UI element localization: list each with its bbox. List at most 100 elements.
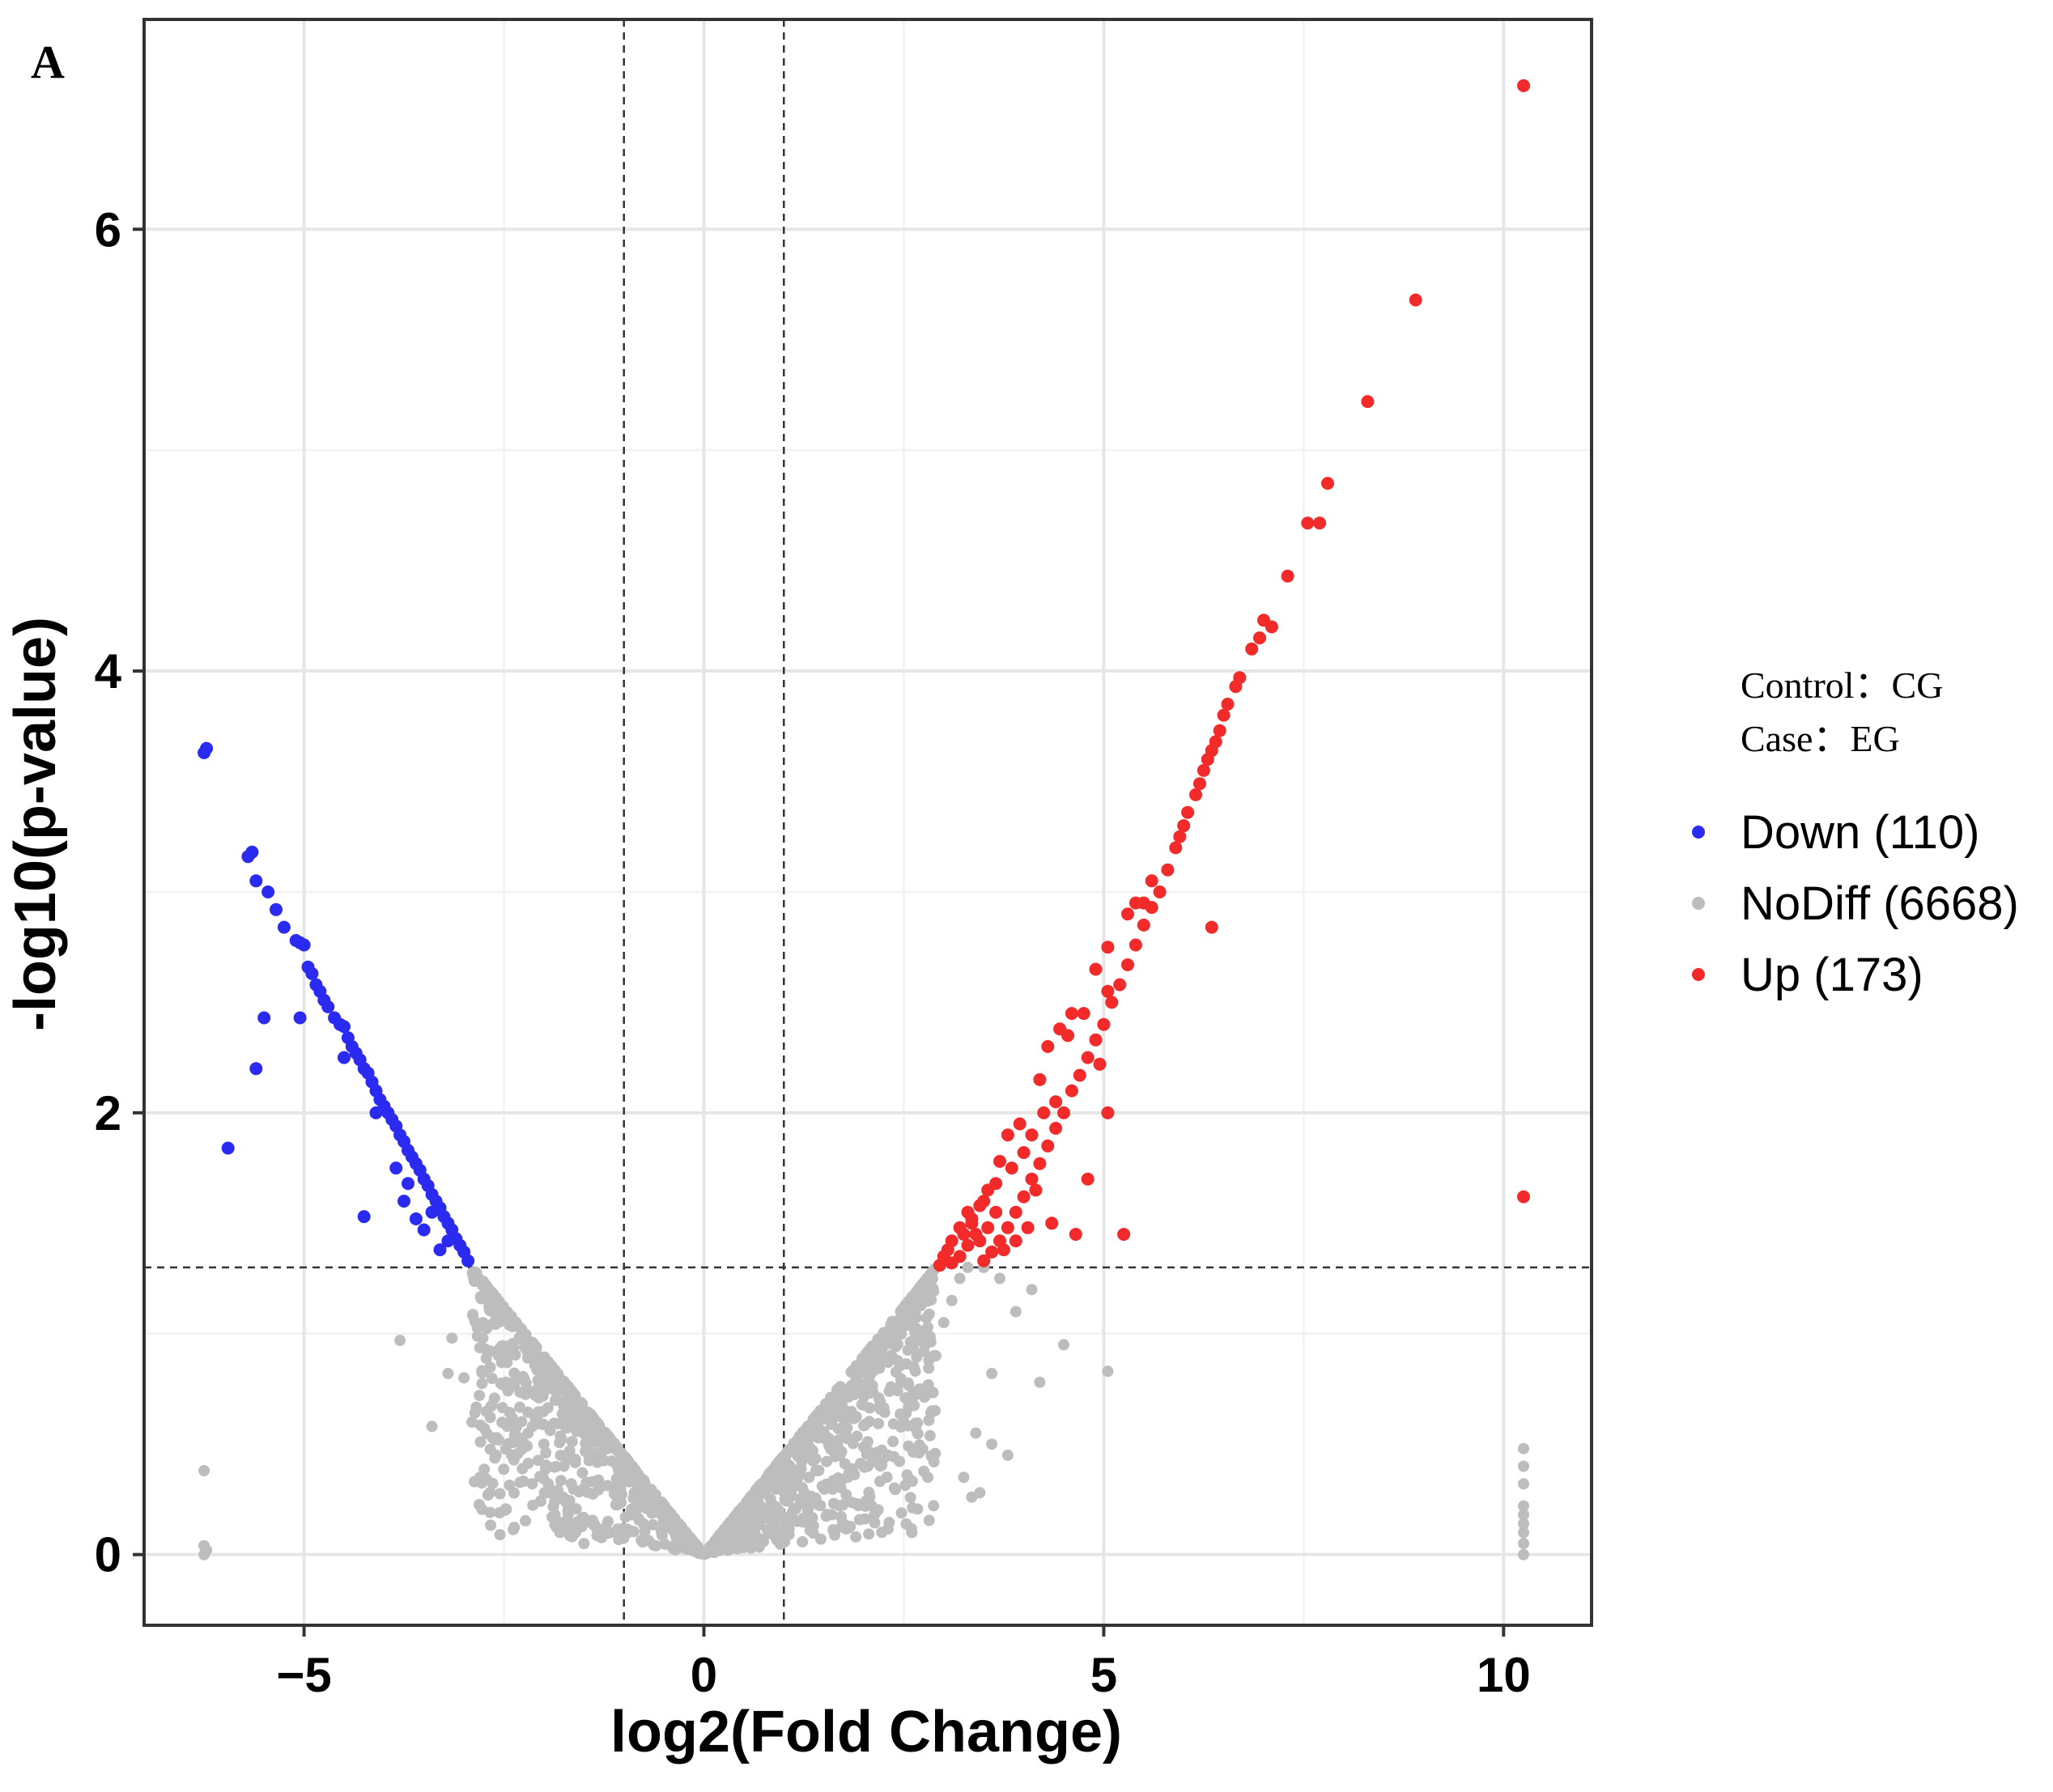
nodiff-point [885,1381,897,1393]
data-points [198,79,1530,1561]
down-point [249,1062,263,1076]
up-point [1113,978,1127,992]
nodiff-point [566,1436,578,1448]
nodiff-point [602,1515,614,1527]
nodiff-point [738,1533,750,1545]
nodiff-point [900,1408,912,1420]
down-point [397,1195,410,1208]
nodiff-point [866,1340,878,1352]
nodiff-point [855,1378,866,1391]
up-point [1313,516,1327,530]
nodiff-point [852,1500,865,1512]
up-point [1301,516,1315,530]
nodiff-point [818,1402,831,1414]
up-point [993,1154,1006,1168]
nodiff-point [958,1471,970,1484]
up-point [1137,918,1150,932]
nodiff-point [807,1527,819,1539]
nodiff-point [485,1519,497,1531]
nodiff-point [788,1440,801,1452]
up-point [1229,680,1243,694]
nodiff-point [489,1293,501,1304]
nodiff-point [494,1529,506,1541]
nodiff-point [923,1308,935,1320]
nodiff-point [930,1350,941,1362]
nodiff-point [508,1522,521,1533]
up-point [1173,830,1187,843]
nodiff-point [604,1527,616,1539]
nodiff-point [591,1530,603,1541]
up-point [1517,79,1530,92]
nodiff-point [890,1366,902,1378]
nodiff-point [555,1475,567,1487]
nodiff-point [808,1413,820,1425]
up-point [1201,753,1214,766]
nodiff-point [555,1433,567,1445]
down-point [249,874,263,888]
nodiff-point [665,1508,677,1520]
nodiff-point [753,1482,765,1494]
nodiff-point [474,1471,486,1484]
nodiff-point [608,1437,620,1450]
nodiff-point [836,1517,848,1529]
nodiff-point [906,1476,918,1487]
y-axis-title: -log10(p-value) [3,617,68,1031]
nodiff-point [814,1533,827,1545]
up-point [1265,620,1278,634]
nodiff-point [466,1416,478,1428]
nodiff-point [821,1455,833,1467]
nodiff-point [568,1394,580,1405]
nodiff-point [962,1261,974,1273]
nodiff-point [873,1417,885,1429]
nodiff-point [610,1490,623,1502]
nodiff-point [928,1500,940,1512]
nodiff-point [954,1272,966,1285]
nodiff-point [867,1386,879,1398]
nodiff-point [863,1528,875,1540]
nodiff-point [630,1465,642,1477]
up-point [1153,885,1167,898]
nodiff-point [887,1435,899,1447]
up-point [1069,1228,1082,1241]
nodiff-point [722,1544,734,1556]
nodiff-point [535,1495,547,1507]
nodiff-point [889,1484,901,1496]
x-tick-label: 10 [1477,1648,1531,1702]
up-point [961,1205,975,1219]
nodiff-point [924,1429,936,1442]
nodiff-point [508,1454,520,1466]
up-point [1105,996,1119,1009]
nodiff-point [516,1463,529,1475]
down-point [461,1254,475,1268]
nodiff-point [832,1472,844,1484]
down-point [402,1177,414,1191]
nodiff-point [835,1446,848,1458]
nodiff-point [504,1480,516,1491]
up-point [1145,874,1158,888]
nodiff-point [551,1394,563,1406]
nodiff-point [879,1327,890,1339]
nodiff-point [1058,1339,1069,1351]
nodiff-point [537,1406,549,1418]
up-point [973,1234,987,1248]
nodiff-point [842,1408,854,1420]
down-point [433,1243,447,1257]
nodiff-point [1102,1365,1114,1378]
nodiff-point [526,1478,538,1490]
up-point [1205,920,1218,934]
nodiff-point [544,1425,556,1437]
nodiff-point [477,1317,489,1329]
nodiff-point [826,1509,838,1521]
nodiff-point [782,1484,794,1497]
nodiff-point [547,1501,559,1513]
axis-ticks: −5 0 5 10 0 2 4 6 [95,202,1531,1702]
up-point [1197,763,1210,777]
up-point [1033,1157,1047,1170]
up-point [1037,1106,1051,1119]
up-point [1093,1057,1107,1071]
down-point [257,1011,271,1025]
nodiff-point [562,1505,574,1517]
nodiff-point [842,1471,854,1484]
up-point [977,1195,991,1208]
up-point [989,1177,1003,1191]
